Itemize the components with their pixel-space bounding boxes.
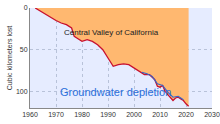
svg-text:100: 100 [16, 88, 28, 95]
svg-text:50: 50 [20, 46, 28, 53]
svg-text:1990: 1990 [100, 111, 116, 118]
svg-text:Groundwater depletion: Groundwater depletion [60, 86, 171, 98]
svg-text:1970: 1970 [48, 111, 64, 118]
svg-text:Cubic kilometers lost: Cubic kilometers lost [6, 26, 13, 91]
svg-text:2030: 2030 [204, 111, 220, 118]
svg-text:0: 0 [24, 4, 28, 11]
svg-text:1960: 1960 [22, 111, 38, 118]
svg-text:1980: 1980 [74, 111, 90, 118]
svg-text:Central Valley of California: Central Valley of California [64, 28, 159, 37]
svg-text:2020: 2020 [178, 111, 194, 118]
svg-text:2010: 2010 [152, 111, 168, 118]
svg-text:2000: 2000 [126, 111, 142, 118]
